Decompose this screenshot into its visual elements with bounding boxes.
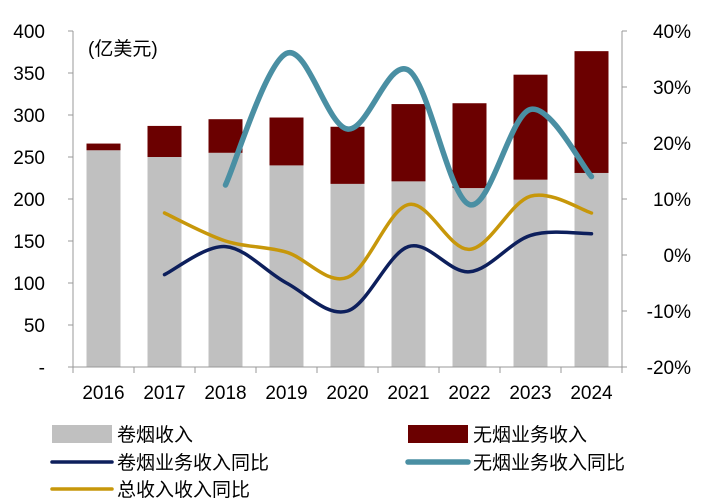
right-tick-label: 20%	[653, 134, 691, 155]
bar-smokefree-2021	[391, 104, 426, 182]
left-tick-label: 100	[13, 274, 45, 295]
left-tick-label: 50	[24, 316, 45, 337]
left-tick-label: 250	[13, 148, 45, 169]
right-tick-label: -10%	[647, 302, 691, 323]
legend-label: 卷烟业务收入同比	[117, 452, 269, 474]
line-cigarette-yoy	[162, 230, 594, 314]
x-tick-label: 2023	[509, 383, 551, 404]
bar-cigarette-2018	[208, 152, 243, 367]
bar-cigarette-2016	[86, 150, 121, 367]
bar-smokefree-2020	[330, 126, 365, 184]
bar-smokefree-2022	[452, 103, 487, 189]
bar-cigarette-2017	[147, 157, 182, 367]
right-tick-label: -20%	[647, 358, 691, 379]
bar-smokefree-2016	[86, 143, 121, 151]
legend-item-total-yoy: 总收入收入同比	[50, 479, 250, 501]
left-tick-label: 400	[13, 22, 45, 43]
right-tick-label: 40%	[653, 22, 691, 43]
legend-item-cigarette: 卷烟收入	[52, 424, 193, 446]
left-tick-label: 350	[13, 64, 45, 85]
bar-cigarette-2019	[269, 165, 304, 367]
right-tick-label: 30%	[653, 78, 691, 99]
left-tick-label: -	[39, 358, 45, 379]
axes: - 50 100 150 200 250 300 350 400 -20% -10% 0% 10% 20%…	[13, 22, 691, 404]
x-tick-label: 2020	[326, 383, 368, 404]
legend-item-smokefree: 无烟业务收入	[408, 424, 587, 446]
legend-label: 无烟业务收入同比	[473, 452, 625, 474]
legend-label: 总收入收入同比	[117, 479, 250, 501]
bar-smokefree-2018	[208, 119, 243, 153]
bar-cigarette-2022	[452, 188, 487, 367]
x-tick-label: 2017	[143, 383, 185, 404]
x-tick-label: 2021	[387, 383, 429, 404]
x-tick-label: 2022	[448, 383, 490, 404]
bar-smokefree-2023	[513, 74, 548, 180]
right-tick-label: 10%	[653, 190, 691, 211]
unit-label: (亿美元)	[88, 38, 158, 60]
right-tick-label: 0%	[664, 246, 692, 267]
left-tick-label: 300	[13, 106, 45, 127]
legend-swatch	[52, 425, 112, 443]
bar-cigarette-2020	[330, 183, 365, 367]
x-tick-label: 2024	[570, 383, 613, 404]
x-tick-label: 2016	[82, 383, 124, 404]
line-total-yoy	[162, 193, 594, 281]
line-smokefree-yoy	[222, 50, 595, 208]
legend-label: 卷烟收入	[117, 424, 193, 446]
x-tick-label: 2018	[204, 383, 246, 404]
legend-label: 无烟业务收入	[473, 424, 587, 446]
legend-swatch	[408, 425, 468, 443]
bar-layer	[86, 51, 609, 367]
bar-cigarette-2024	[574, 172, 609, 367]
bar-smokefree-2024	[574, 51, 609, 173]
legend-item-cigarette-yoy: 卷烟业务收入同比	[50, 452, 269, 474]
left-tick-label: 150	[13, 232, 45, 253]
bar-smokefree-2019	[269, 117, 304, 166]
x-tick-label: 2019	[265, 383, 307, 404]
line-layer	[162, 50, 595, 314]
bar-cigarette-2023	[513, 179, 548, 367]
legend-item-smokefree-yoy: 无烟业务收入同比	[405, 452, 625, 474]
bar-smokefree-2017	[147, 125, 182, 157]
left-tick-label: 200	[13, 190, 45, 211]
